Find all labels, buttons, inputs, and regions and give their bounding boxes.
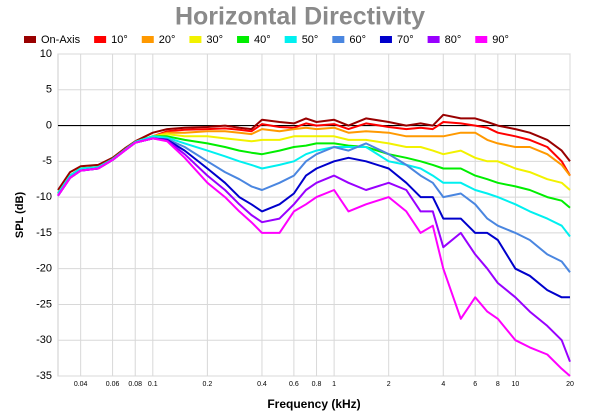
legend-swatch [475, 36, 488, 43]
legend-label: 80° [445, 34, 462, 46]
legend-swatch [237, 36, 250, 43]
legend-swatch [94, 36, 107, 43]
x-tick-label: 20 [566, 381, 574, 388]
x-tick-label: 10 [512, 381, 520, 388]
x-axis-label: Frequency (kHz) [267, 397, 360, 411]
x-tick-label: 0.08 [128, 381, 142, 388]
x-tick-label: 6 [473, 381, 477, 388]
y-tick-label: 10 [40, 48, 52, 60]
x-tick-label: 0.8 [312, 381, 322, 388]
legend-swatch [332, 36, 345, 43]
y-tick-label: -15 [36, 227, 52, 239]
legend-label: 10° [111, 34, 128, 46]
legend-swatch [379, 36, 392, 43]
legend-swatch [189, 36, 202, 43]
legend-label: 60° [349, 34, 366, 46]
x-tick-label: 0.06 [106, 381, 120, 388]
y-tick-label: -35 [36, 370, 52, 382]
legend-label: 50° [302, 34, 319, 46]
x-tick-label: 0.04 [74, 381, 88, 388]
y-tick-label: -30 [36, 334, 52, 346]
y-tick-label: 5 [46, 84, 52, 96]
legend-swatch [284, 36, 297, 43]
x-tick-label: 0.4 [257, 381, 267, 388]
legend-label: 70° [397, 34, 414, 46]
legend-label: On-Axis [41, 34, 81, 46]
x-tick-label: 0.2 [203, 381, 213, 388]
legend-label: 20° [159, 34, 176, 46]
legend-swatch [141, 36, 154, 43]
x-tick-label: 4 [441, 381, 445, 388]
chart-title: Horizontal Directivity [175, 3, 425, 31]
legend-swatch [427, 36, 440, 43]
x-tick-label: 2 [387, 381, 391, 388]
y-tick-label: -5 [42, 155, 52, 167]
legend-label: 30° [206, 34, 223, 46]
x-tick-label: 8 [496, 381, 500, 388]
y-tick-label: -10 [36, 191, 52, 203]
y-tick-label: -20 [36, 263, 52, 275]
x-tick-label: 0.6 [289, 381, 299, 388]
y-tick-label: -25 [36, 298, 52, 310]
legend-swatch [24, 36, 36, 43]
legend-label: 40° [254, 34, 271, 46]
x-tick-label: 1 [332, 381, 336, 388]
y-tick-label: 0 [46, 119, 52, 131]
x-tick-label: 0.1 [148, 381, 158, 388]
legend-label: 90° [492, 34, 509, 46]
series-line [57, 137, 571, 377]
y-axis-label: SPL (dB) [14, 192, 26, 239]
